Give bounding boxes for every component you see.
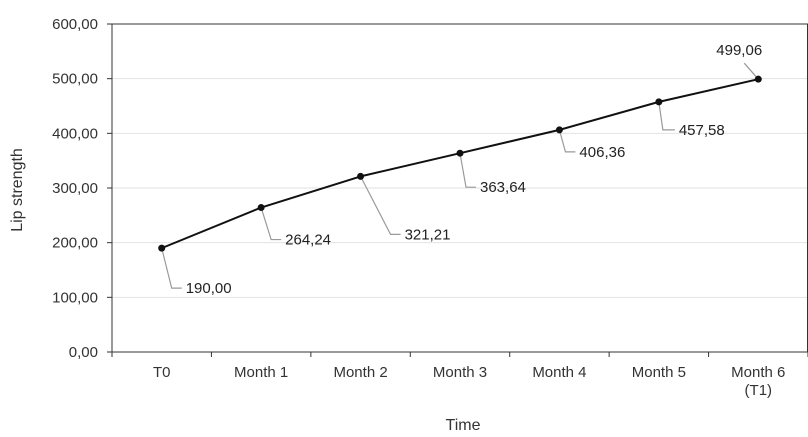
data-label: 457,58: [679, 122, 725, 139]
data-point: [257, 204, 265, 212]
gridlines: [112, 23, 808, 298]
label-leader-line: [260, 207, 282, 241]
y-tick-label: 0,00: [69, 344, 98, 361]
data-label: 190,00: [186, 280, 232, 297]
data-point: [555, 126, 563, 134]
x-tick-label: Month 6 (T1): [731, 364, 785, 399]
y-tick-label: 400,00: [52, 125, 98, 142]
x-tick-label: T0: [153, 364, 171, 381]
data-label: 499,06: [716, 42, 762, 59]
x-tick-label: Month 4: [532, 364, 586, 381]
data-labels: 190,00 264,24 321,21 363,64 406,36 457,58 499,…: [186, 42, 762, 297]
label-leader-line: [459, 153, 476, 188]
x-tick-label: Month 3: [433, 364, 487, 381]
label-leader-line: [743, 62, 759, 80]
series-line: [161, 78, 759, 250]
y-axis-title: Lip strength: [9, 148, 26, 232]
label-leader-line: [558, 129, 576, 153]
series: [158, 75, 762, 252]
x-axis-title: Time: [446, 417, 481, 434]
x-tick-label: Month 2: [333, 364, 387, 381]
axes: [107, 23, 808, 357]
y-tick-label: 300,00: [52, 180, 98, 197]
label-leader-line: [658, 101, 675, 131]
x-tick-label: Month 5: [632, 364, 686, 381]
x-tick-label: Month 1: [234, 364, 288, 381]
y-tick-label: 200,00: [52, 235, 98, 252]
label-leader-line: [161, 247, 182, 289]
data-point: [655, 98, 663, 106]
x-tick-labels: T0 Month 1 Month 2 Month 3 Month 4 Month 5 Mon…: [153, 364, 785, 399]
y-tick-labels: 0,00 100,00 200,00 300,00 400,00 500,00 600,00: [52, 16, 98, 361]
y-tick-label: 600,00: [52, 16, 98, 33]
label-leader-lines: [161, 62, 759, 289]
data-point: [158, 244, 166, 252]
data-point: [754, 75, 762, 83]
data-point: [357, 172, 365, 180]
data-label: 264,24: [285, 232, 331, 249]
label-leader-line: [360, 176, 401, 236]
data-label: 406,36: [579, 144, 625, 161]
data-point: [456, 149, 464, 157]
y-tick-label: 500,00: [52, 71, 98, 88]
y-tick-label: 100,00: [52, 289, 98, 306]
data-label: 363,64: [480, 179, 526, 196]
data-label: 321,21: [405, 226, 451, 243]
